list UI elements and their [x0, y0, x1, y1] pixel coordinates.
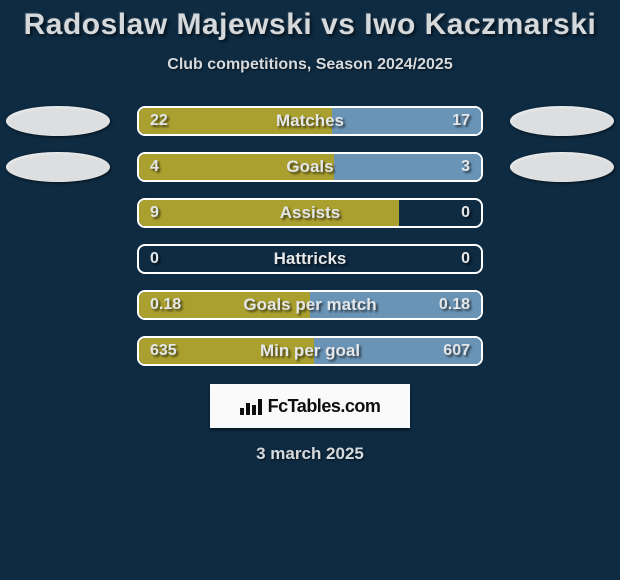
stat-label: Goals	[286, 157, 333, 177]
stat-row: Matches 22 17	[0, 98, 620, 144]
stat-value-left: 635	[150, 336, 177, 366]
stat-row: Goals 4 3	[0, 144, 620, 190]
stat-value-right: 3	[461, 152, 470, 182]
bar-track: Min per goal	[137, 336, 483, 366]
stat-value-left: 22	[150, 106, 168, 136]
stat-row: Goals per match 0.18 0.18	[0, 282, 620, 328]
date-label: 3 march 2025	[0, 444, 620, 464]
stat-value-left: 4	[150, 152, 159, 182]
bar-track: Goals per match	[137, 290, 483, 320]
stat-value-right: 0	[461, 198, 470, 228]
source-badge: FcTables.com	[210, 384, 410, 428]
bar-track: Hattricks	[137, 244, 483, 274]
bar-right	[334, 154, 481, 180]
stat-label-text: Goals per match	[243, 295, 376, 314]
stat-label-text: Assists	[280, 203, 340, 222]
stat-label: Hattricks	[274, 249, 347, 269]
bar-left	[139, 200, 399, 226]
stat-label-text: Min per goal	[260, 341, 360, 360]
stat-value-right: 0	[461, 244, 470, 274]
bar-track: Goals	[137, 152, 483, 182]
bar-track: Matches	[137, 106, 483, 136]
stats-container: Matches 22 17 Goals 4 3 Assists 9 0 Hattricks 0 0 Go…	[0, 98, 620, 374]
stat-value-right: 17	[452, 106, 470, 136]
chart-bar-icon	[240, 397, 262, 415]
stat-value-left: 9	[150, 198, 159, 228]
stat-label-text: Goals	[286, 157, 333, 176]
stat-label-text: Hattricks	[274, 249, 347, 268]
stat-value-right: 0.18	[439, 290, 470, 320]
stat-label: Assists	[280, 203, 340, 223]
subtitle: Club competitions, Season 2024/2025	[0, 56, 620, 74]
source-badge-text: FcTables.com	[268, 396, 381, 417]
stat-label-text: Matches	[276, 111, 344, 130]
stat-row: Hattricks 0 0	[0, 236, 620, 282]
stat-row: Assists 9 0	[0, 190, 620, 236]
stat-value-left: 0.18	[150, 290, 181, 320]
stat-row: Min per goal 635 607	[0, 328, 620, 374]
page-title: Radoslaw Majewski vs Iwo Kaczmarski	[0, 0, 620, 42]
bar-track: Assists	[137, 198, 483, 228]
stat-label: Min per goal	[260, 341, 360, 361]
stat-value-right: 607	[443, 336, 470, 366]
stat-label: Goals per match	[243, 295, 376, 315]
stat-value-left: 0	[150, 244, 159, 274]
stat-label: Matches	[276, 111, 344, 131]
